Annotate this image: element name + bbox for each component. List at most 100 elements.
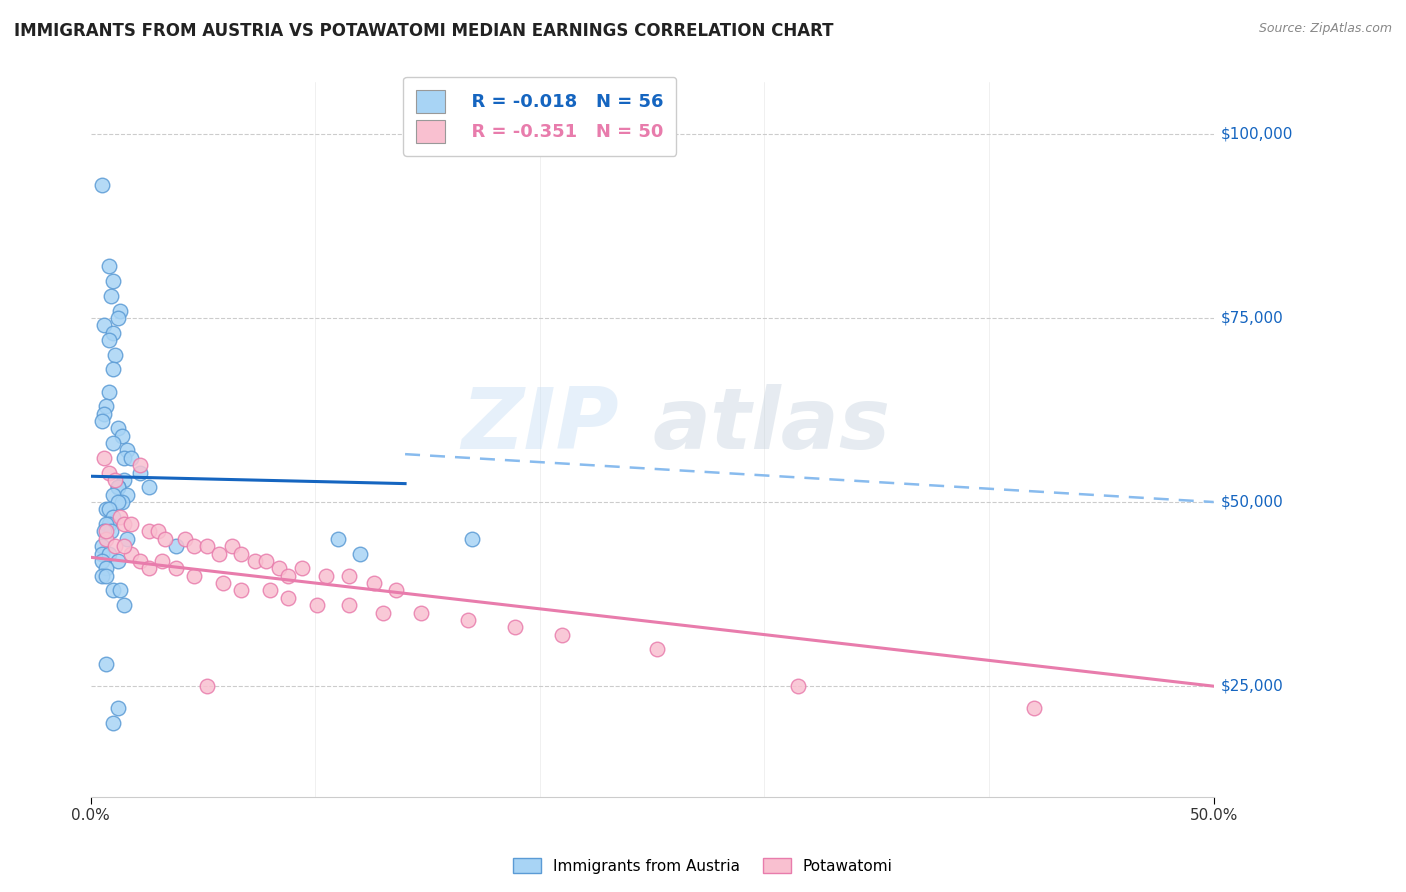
Point <box>138 524 160 539</box>
Text: Source: ZipAtlas.com: Source: ZipAtlas.com <box>1258 22 1392 36</box>
Point <box>165 539 187 553</box>
Point <box>104 539 127 553</box>
Text: ZIP: ZIP <box>461 384 619 467</box>
Point <box>96 399 118 413</box>
Point <box>93 450 115 465</box>
Point <box>90 554 112 568</box>
Point <box>97 517 120 532</box>
Point <box>93 318 115 333</box>
Point <box>269 561 291 575</box>
Point <box>212 576 235 591</box>
Legend: Immigrants from Austria, Potawatomi: Immigrants from Austria, Potawatomi <box>508 852 898 880</box>
Point <box>101 326 124 340</box>
Text: $50,000: $50,000 <box>1220 494 1284 509</box>
Point <box>96 532 118 546</box>
Point <box>129 466 152 480</box>
Point <box>349 547 371 561</box>
Point <box>101 509 124 524</box>
Point <box>259 583 281 598</box>
Point <box>97 466 120 480</box>
Point <box>457 613 479 627</box>
Point <box>115 532 138 546</box>
Point <box>1022 701 1045 715</box>
Point <box>108 583 131 598</box>
Text: $75,000: $75,000 <box>1220 310 1284 326</box>
Point <box>120 517 142 532</box>
Point <box>90 568 112 582</box>
Point <box>307 598 329 612</box>
Point <box>90 547 112 561</box>
Text: IMMIGRANTS FROM AUSTRIA VS POTAWATOMI MEDIAN EARNINGS CORRELATION CHART: IMMIGRANTS FROM AUSTRIA VS POTAWATOMI ME… <box>14 22 834 40</box>
Point <box>197 539 219 553</box>
Point <box>787 679 810 693</box>
Point <box>101 362 124 376</box>
Point <box>107 421 129 435</box>
Point <box>120 450 142 465</box>
Point <box>112 539 135 553</box>
Point <box>101 274 124 288</box>
Point <box>277 568 299 582</box>
Point <box>385 583 408 598</box>
Point <box>97 547 120 561</box>
Point <box>111 495 134 509</box>
Point <box>96 502 118 516</box>
Point <box>146 524 169 539</box>
Point <box>243 554 266 568</box>
Legend:   R = -0.018   N = 56,   R = -0.351   N = 50: R = -0.018 N = 56, R = -0.351 N = 50 <box>404 77 676 156</box>
Point <box>363 576 385 591</box>
Point <box>96 657 118 671</box>
Point <box>112 473 135 487</box>
Point <box>197 679 219 693</box>
Point <box>112 598 135 612</box>
Point <box>208 547 231 561</box>
Point <box>551 627 574 641</box>
Point <box>93 524 115 539</box>
Point <box>229 547 252 561</box>
Point <box>115 488 138 502</box>
Point <box>115 443 138 458</box>
Point <box>277 591 299 605</box>
Point <box>129 458 152 473</box>
Point <box>138 480 160 494</box>
Point <box>104 348 127 362</box>
Point <box>337 568 360 582</box>
Point <box>107 310 129 325</box>
Point <box>152 554 174 568</box>
Point <box>112 450 135 465</box>
Point <box>221 539 243 553</box>
Point <box>90 414 112 428</box>
Point <box>129 554 152 568</box>
Point <box>101 488 124 502</box>
Point <box>97 260 120 274</box>
Point <box>90 178 112 193</box>
Text: $100,000: $100,000 <box>1220 126 1292 141</box>
Point <box>107 495 129 509</box>
Point <box>165 561 187 575</box>
Point <box>96 517 118 532</box>
Point <box>503 620 526 634</box>
Point <box>107 701 129 715</box>
Point <box>461 532 484 546</box>
Point <box>100 524 122 539</box>
Point <box>97 502 120 516</box>
Point <box>107 480 129 494</box>
Point <box>107 554 129 568</box>
Point <box>120 547 142 561</box>
Point <box>112 517 135 532</box>
Point <box>174 532 197 546</box>
Point <box>101 436 124 450</box>
Point <box>101 716 124 731</box>
Point <box>326 532 349 546</box>
Point <box>183 539 205 553</box>
Point <box>645 642 668 657</box>
Point <box>104 473 127 487</box>
Point <box>153 532 176 546</box>
Point <box>409 606 432 620</box>
Point <box>315 568 337 582</box>
Point <box>96 524 118 539</box>
Point <box>183 568 205 582</box>
Point <box>101 583 124 598</box>
Point <box>111 428 134 442</box>
Point <box>138 561 160 575</box>
Point <box>96 568 118 582</box>
